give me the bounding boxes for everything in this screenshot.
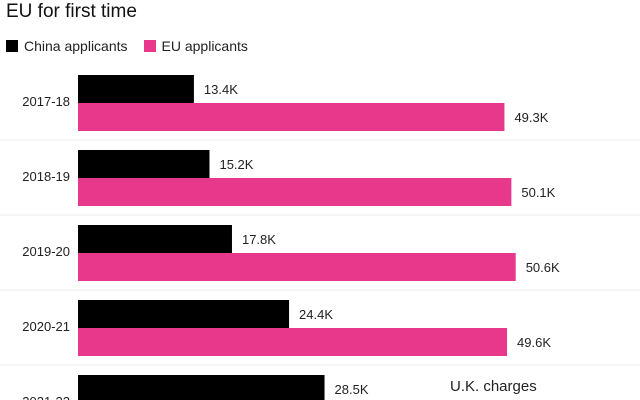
- data-label-eu: 49.6K: [517, 335, 551, 350]
- data-label-eu: 50.1K: [521, 185, 555, 200]
- bar-eu: [78, 103, 505, 131]
- bar-eu: [78, 178, 512, 206]
- category-label: 2020-21: [22, 319, 70, 334]
- bar-eu: [78, 328, 508, 356]
- legend: China applicants EU applicants: [6, 36, 248, 56]
- bar-china: [78, 375, 325, 400]
- category-label: 2019-20: [22, 244, 70, 259]
- legend-item-eu: EU applicants: [143, 38, 248, 54]
- legend-swatch-eu: [143, 40, 156, 52]
- bar-eu: [78, 253, 516, 281]
- category-label: 2018-19: [22, 169, 70, 184]
- data-label-china: 15.2K: [219, 157, 253, 172]
- data-label-china: 28.5K: [335, 382, 369, 397]
- legend-label-eu: EU applicants: [161, 38, 248, 54]
- bar-china: [78, 150, 210, 178]
- bar-china: [78, 300, 290, 328]
- data-label-eu: 49.3K: [514, 110, 548, 125]
- annotation-text: U.K. charges: [450, 378, 537, 395]
- legend-label-china: China applicants: [24, 38, 128, 54]
- bar-china: [78, 75, 194, 103]
- legend-item-china: China applicants: [6, 38, 128, 54]
- data-label-china: 24.4K: [299, 307, 333, 322]
- category-label: 2017-18: [22, 94, 70, 109]
- data-label-china: 13.4K: [204, 82, 238, 97]
- chart-title: EU for first time: [6, 1, 137, 22]
- bar-china: [78, 225, 232, 253]
- data-label-china: 17.8K: [242, 232, 276, 247]
- legend-swatch-china: [6, 40, 18, 52]
- category-label: 2021-22: [22, 394, 70, 400]
- data-label-eu: 50.6K: [526, 260, 560, 275]
